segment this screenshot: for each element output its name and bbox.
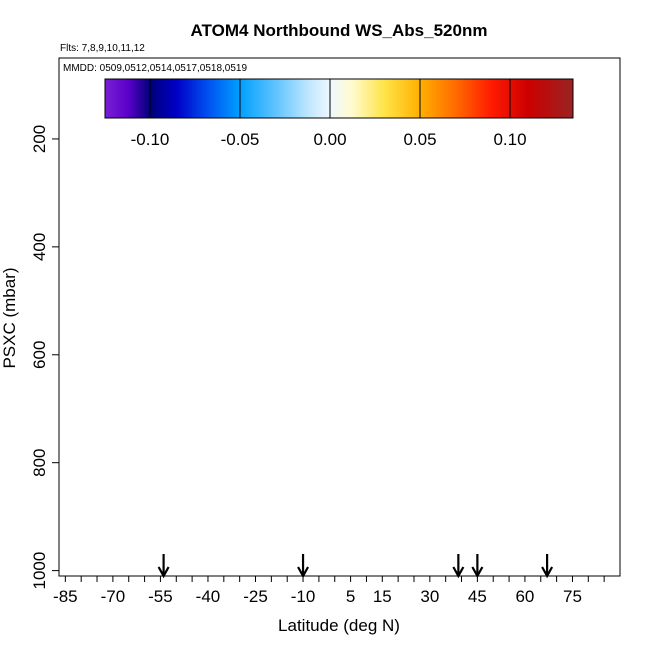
x-tick-label: 30 bbox=[420, 587, 439, 606]
colorbar-tick-label: -0.05 bbox=[221, 130, 260, 149]
x-tick-label: -55 bbox=[148, 587, 173, 606]
observation-points bbox=[107, 136, 527, 557]
observation-point bbox=[240, 150, 245, 155]
colorbar-tick-label: -0.10 bbox=[131, 130, 170, 149]
flight-marker-arrow bbox=[541, 566, 554, 579]
x-tick-label: -85 bbox=[53, 587, 78, 606]
flight-markers bbox=[157, 554, 554, 579]
observation-point bbox=[440, 136, 445, 141]
plot-frame bbox=[58, 57, 621, 577]
observation-point bbox=[367, 170, 372, 175]
y-tick-label: 200 bbox=[30, 125, 49, 153]
colorbar-ticks: -0.10 -0.05 0.00 0.05 0.10 bbox=[131, 79, 527, 149]
y-tick-label: 400 bbox=[30, 233, 49, 261]
observation-point bbox=[494, 237, 499, 242]
x-tick-label: 15 bbox=[373, 587, 392, 606]
y-tick-label: 1000 bbox=[30, 552, 49, 590]
observation-point bbox=[459, 340, 464, 345]
flights-annotation: Flts: 7,8,9,10,11,12 bbox=[60, 43, 145, 54]
colorbar-tick-label: 0.00 bbox=[313, 130, 346, 149]
observation-point bbox=[107, 305, 112, 310]
flight-marker-arrow bbox=[452, 566, 465, 579]
x-tick-label: 5 bbox=[346, 587, 355, 606]
y-tick-label: 800 bbox=[30, 449, 49, 477]
x-tick-label: 45 bbox=[468, 587, 487, 606]
observation-point bbox=[449, 231, 455, 236]
x-tick-label: -70 bbox=[101, 587, 126, 606]
observation-point bbox=[392, 175, 398, 180]
observation-point bbox=[364, 552, 369, 557]
observation-point bbox=[380, 457, 385, 463]
x-tick-label: 75 bbox=[563, 587, 582, 606]
x-tick-label: -40 bbox=[196, 587, 221, 606]
observation-point bbox=[183, 193, 188, 198]
x-tick-label: 60 bbox=[515, 587, 534, 606]
colorbar bbox=[104, 78, 574, 119]
y-tick-label: 600 bbox=[30, 341, 49, 369]
dates-annotation: MMDD: 0509,0512,0514,0517,0518,0519 bbox=[63, 63, 247, 74]
observation-point bbox=[342, 473, 347, 478]
observation-point bbox=[399, 346, 404, 351]
flight-marker-arrow bbox=[297, 566, 310, 579]
x-axis-label: Latitude (deg N) bbox=[278, 616, 400, 635]
flight-marker-arrow bbox=[471, 566, 484, 579]
observation-point bbox=[174, 517, 179, 522]
observation-point bbox=[507, 190, 512, 195]
observation-point bbox=[193, 181, 198, 186]
flight-marker-arrow bbox=[157, 566, 170, 579]
x-tick-label: -25 bbox=[243, 587, 268, 606]
y-axis-label: PSXC (mbar) bbox=[0, 267, 19, 368]
colorbar-tick-label: 0.05 bbox=[403, 130, 436, 149]
y-axis: 200 400 600 800 1000 bbox=[30, 125, 59, 590]
chart-title: ATOM4 Northbound WS_Abs_520nm bbox=[191, 21, 488, 40]
x-tick-label: -10 bbox=[291, 587, 316, 606]
observation-point bbox=[522, 165, 527, 170]
observation-point bbox=[510, 485, 515, 491]
x-axis: -85 -70 -55 -40 -25 -10 5 15 30 45 60 75 bbox=[53, 576, 605, 606]
colorbar-tick-label: 0.10 bbox=[493, 130, 526, 149]
